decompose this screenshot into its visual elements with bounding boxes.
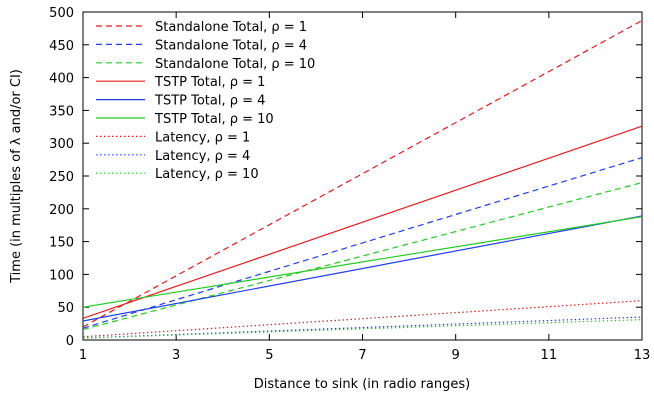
legend-label-7: Latency, ρ = 1 — [155, 130, 250, 145]
series-line-4 — [83, 125, 642, 319]
y-tick-label: 100 — [49, 268, 74, 283]
legend-label-2: Standalone Total, ρ = 4 — [155, 38, 307, 53]
legend-label-6: TSTP Total, ρ = 10 — [154, 112, 274, 127]
x-tick-label: 1 — [79, 348, 87, 363]
legend-label-4: TSTP Total, ρ = 1 — [154, 75, 265, 90]
x-tick-label: 5 — [265, 348, 273, 363]
y-tick-label: 250 — [49, 170, 74, 185]
x-axis-label: Distance to sink (in radio ranges) — [254, 377, 470, 392]
legend-label-9: Latency, ρ = 10 — [155, 167, 259, 182]
x-tick-label: 11 — [541, 348, 558, 363]
y-axis-label: Time (in multiples of λ and/or CI) — [9, 69, 24, 284]
x-tick-label: 13 — [634, 348, 651, 363]
series-line-9 — [83, 319, 642, 339]
y-tick-label: 300 — [49, 137, 74, 152]
series-line-2 — [83, 157, 642, 329]
x-tick-label: 7 — [358, 348, 366, 363]
legend-label-8: Latency, ρ = 4 — [155, 149, 250, 164]
y-tick-label: 150 — [49, 236, 74, 251]
legend-label-1: Standalone Total, ρ = 1 — [155, 20, 307, 35]
x-tick-label: 3 — [172, 348, 180, 363]
series-line-7 — [83, 300, 642, 338]
series-line-5 — [83, 215, 642, 322]
y-tick-label: 500 — [49, 6, 74, 21]
x-tick-label: 9 — [452, 348, 460, 363]
y-tick-label: 200 — [49, 203, 74, 218]
y-tick-label: 50 — [57, 301, 74, 316]
series-line-3 — [83, 181, 642, 331]
legend-label-3: Standalone Total, ρ = 10 — [155, 57, 315, 72]
y-tick-label: 450 — [49, 39, 74, 54]
series-line-6 — [83, 216, 642, 308]
y-tick-label: 350 — [49, 104, 74, 119]
legend-label-5: TSTP Total, ρ = 4 — [154, 94, 265, 109]
y-tick-label: 0 — [66, 334, 74, 349]
y-tick-label: 400 — [49, 72, 74, 87]
series-line-1 — [83, 20, 642, 328]
